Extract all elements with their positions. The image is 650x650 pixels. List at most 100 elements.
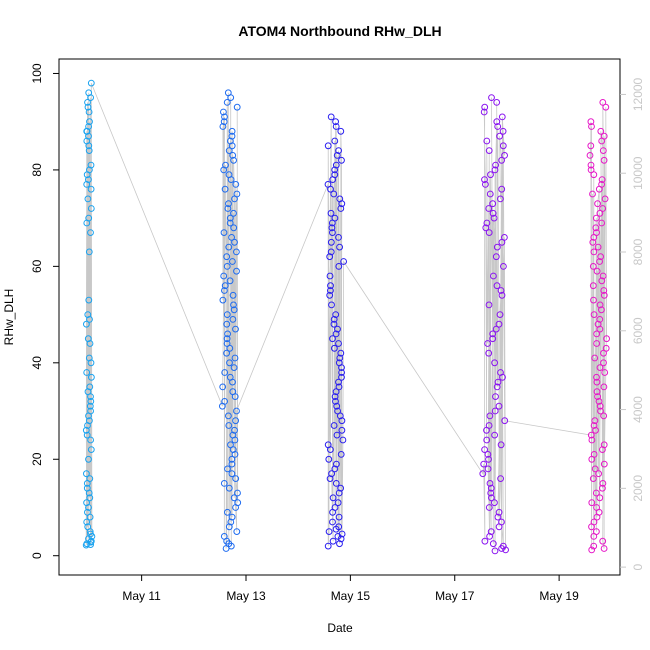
data-point — [220, 229, 228, 237]
data-point — [233, 248, 240, 256]
data-point — [333, 402, 341, 410]
data-point — [225, 484, 233, 492]
data-point — [87, 446, 95, 454]
data-point — [340, 258, 348, 265]
data-point — [493, 118, 501, 126]
data-point — [85, 296, 93, 304]
data-point — [493, 282, 501, 290]
data-point — [223, 311, 231, 319]
y2-tick-label: 2000 — [631, 475, 645, 502]
data-point — [327, 287, 334, 294]
data-point — [221, 369, 229, 376]
data-point — [587, 118, 595, 126]
data-points — [82, 79, 610, 555]
x-tick-label: May 13 — [226, 589, 266, 603]
x-tick-label: May 19 — [539, 589, 579, 603]
x-tick-label: May 17 — [435, 589, 475, 603]
data-point — [324, 142, 332, 150]
y2-tick-label: 12000 — [631, 77, 645, 111]
data-point — [596, 316, 604, 323]
data-point — [86, 340, 94, 347]
data-point — [330, 422, 338, 429]
data-point — [223, 99, 231, 106]
data-point — [220, 272, 228, 280]
data-point — [86, 402, 94, 410]
data-point — [593, 330, 601, 338]
y-axis-label: RHw_DLH — [2, 289, 16, 346]
data-point — [587, 142, 595, 150]
data-point — [338, 364, 345, 372]
data-point — [496, 132, 504, 140]
data-point — [600, 545, 608, 552]
data-point — [488, 94, 495, 101]
data-point — [593, 267, 601, 275]
data-point — [338, 373, 345, 381]
data-point — [331, 137, 339, 145]
data-point — [599, 272, 607, 280]
data-point — [594, 393, 601, 401]
y2-tick-label: 6000 — [631, 317, 645, 344]
data-point — [490, 214, 498, 222]
data-point — [486, 412, 494, 420]
data-point — [491, 359, 499, 367]
data-point — [228, 470, 236, 478]
data-point — [495, 402, 503, 410]
data-point — [227, 176, 235, 184]
data-point — [224, 205, 232, 212]
data-point — [231, 436, 239, 444]
y-tick-label: 60 — [30, 259, 44, 273]
data-point — [338, 156, 345, 164]
data-point — [484, 340, 492, 347]
data-point — [598, 181, 605, 188]
data-point — [595, 508, 603, 516]
data-point — [230, 209, 237, 217]
data-point — [87, 205, 95, 212]
data-point — [335, 489, 343, 497]
data-point — [330, 316, 338, 323]
data-point — [600, 132, 608, 140]
data-point — [493, 99, 501, 106]
data-point — [600, 383, 608, 391]
data-point — [232, 475, 240, 483]
data-point — [333, 431, 341, 439]
data-point — [228, 460, 236, 468]
data-point — [229, 291, 237, 299]
data-point — [220, 118, 228, 126]
data-point — [226, 219, 234, 227]
data-point — [82, 426, 90, 434]
data-point — [233, 103, 241, 111]
data-point — [480, 460, 488, 468]
data-point — [498, 545, 506, 552]
data-point — [221, 185, 229, 193]
data-point — [331, 393, 339, 401]
x-tick-label: May 15 — [331, 589, 371, 603]
data-point — [489, 330, 497, 338]
data-point — [337, 205, 345, 212]
data-point — [88, 373, 95, 381]
data-point — [220, 108, 227, 116]
data-point — [489, 200, 497, 208]
data-point — [590, 422, 598, 429]
data-point — [228, 234, 236, 241]
data-point — [335, 234, 342, 241]
data-point — [87, 436, 94, 444]
data-point — [496, 311, 504, 319]
data-point — [589, 238, 597, 246]
data-point — [230, 494, 238, 502]
data-point — [85, 132, 92, 140]
data-point — [598, 306, 605, 314]
data-point — [498, 185, 506, 193]
data-point — [592, 489, 600, 497]
data-point — [483, 137, 491, 145]
data-point — [599, 147, 607, 155]
data-point — [479, 470, 487, 478]
data-point — [221, 113, 228, 121]
data-point — [601, 195, 609, 203]
data-point — [327, 248, 335, 256]
data-point — [327, 209, 335, 217]
data-point — [83, 369, 91, 376]
data-point — [85, 123, 92, 130]
data-point — [225, 147, 233, 155]
data-point — [87, 537, 95, 545]
data-point — [486, 190, 494, 198]
